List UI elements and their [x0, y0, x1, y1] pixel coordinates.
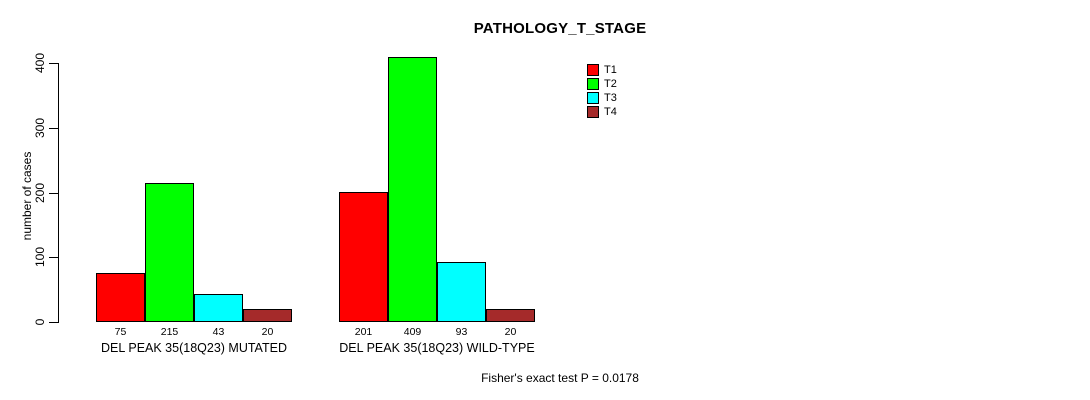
legend-item-t1: T1	[587, 64, 617, 76]
bar-t3-group1	[437, 261, 486, 322]
y-axis-tick	[49, 257, 58, 259]
bar-value-label: 20	[504, 326, 517, 338]
bar-t1-group0	[96, 273, 145, 322]
y-axis-tick	[49, 322, 58, 323]
group-label: DEL PEAK 35(18Q23) MUTATED	[101, 341, 287, 355]
group-label: DEL PEAK 35(18Q23) WILD-TYPE	[339, 341, 535, 355]
legend: T1 T2 T3 T4	[587, 64, 617, 120]
y-axis-line	[58, 63, 59, 323]
bar-value-label: 75	[114, 326, 127, 338]
chart-title: PATHOLOGY_T_STAGE	[473, 20, 647, 37]
bar-t1-group1	[339, 191, 388, 322]
bar-t3-group0	[194, 294, 243, 322]
legend-item-t4: T4	[587, 106, 617, 118]
bar-t2-group1	[388, 57, 437, 322]
y-axis-tick	[49, 127, 58, 129]
y-axis-tick	[49, 192, 58, 194]
bar-value-label: 20	[261, 326, 274, 338]
y-axis-tick-label: 300	[33, 117, 47, 138]
legend-swatch-t1	[587, 64, 599, 76]
legend-label: T4	[604, 106, 617, 118]
legend-label: T1	[604, 64, 617, 76]
legend-swatch-t2	[587, 78, 599, 90]
bar-value-label: 43	[212, 326, 225, 338]
y-axis-label: number of cases	[20, 151, 34, 241]
legend-label: T2	[604, 78, 617, 90]
y-axis-tick-label: 200	[33, 182, 47, 203]
legend-swatch-t4	[587, 106, 599, 118]
legend-label: T3	[604, 92, 617, 104]
legend-swatch-t3	[587, 92, 599, 104]
bar-value-label: 215	[160, 326, 179, 338]
bar-t2-group0	[145, 182, 194, 322]
bar-value-label: 409	[403, 326, 422, 338]
legend-item-t3: T3	[587, 92, 617, 104]
footnote-text: Fisher's exact test P = 0.0178	[481, 371, 639, 385]
y-axis-tick-label: 0	[33, 318, 47, 326]
legend-item-t2: T2	[587, 78, 617, 90]
y-axis-tick-label: 100	[33, 247, 47, 268]
bar-t4-group0	[243, 309, 292, 322]
bar-value-label: 201	[354, 326, 373, 338]
bar-t4-group1	[486, 309, 535, 322]
y-axis-tick	[49, 63, 58, 64]
y-axis-tick-label: 400	[33, 52, 47, 74]
bar-value-label: 93	[455, 326, 468, 338]
